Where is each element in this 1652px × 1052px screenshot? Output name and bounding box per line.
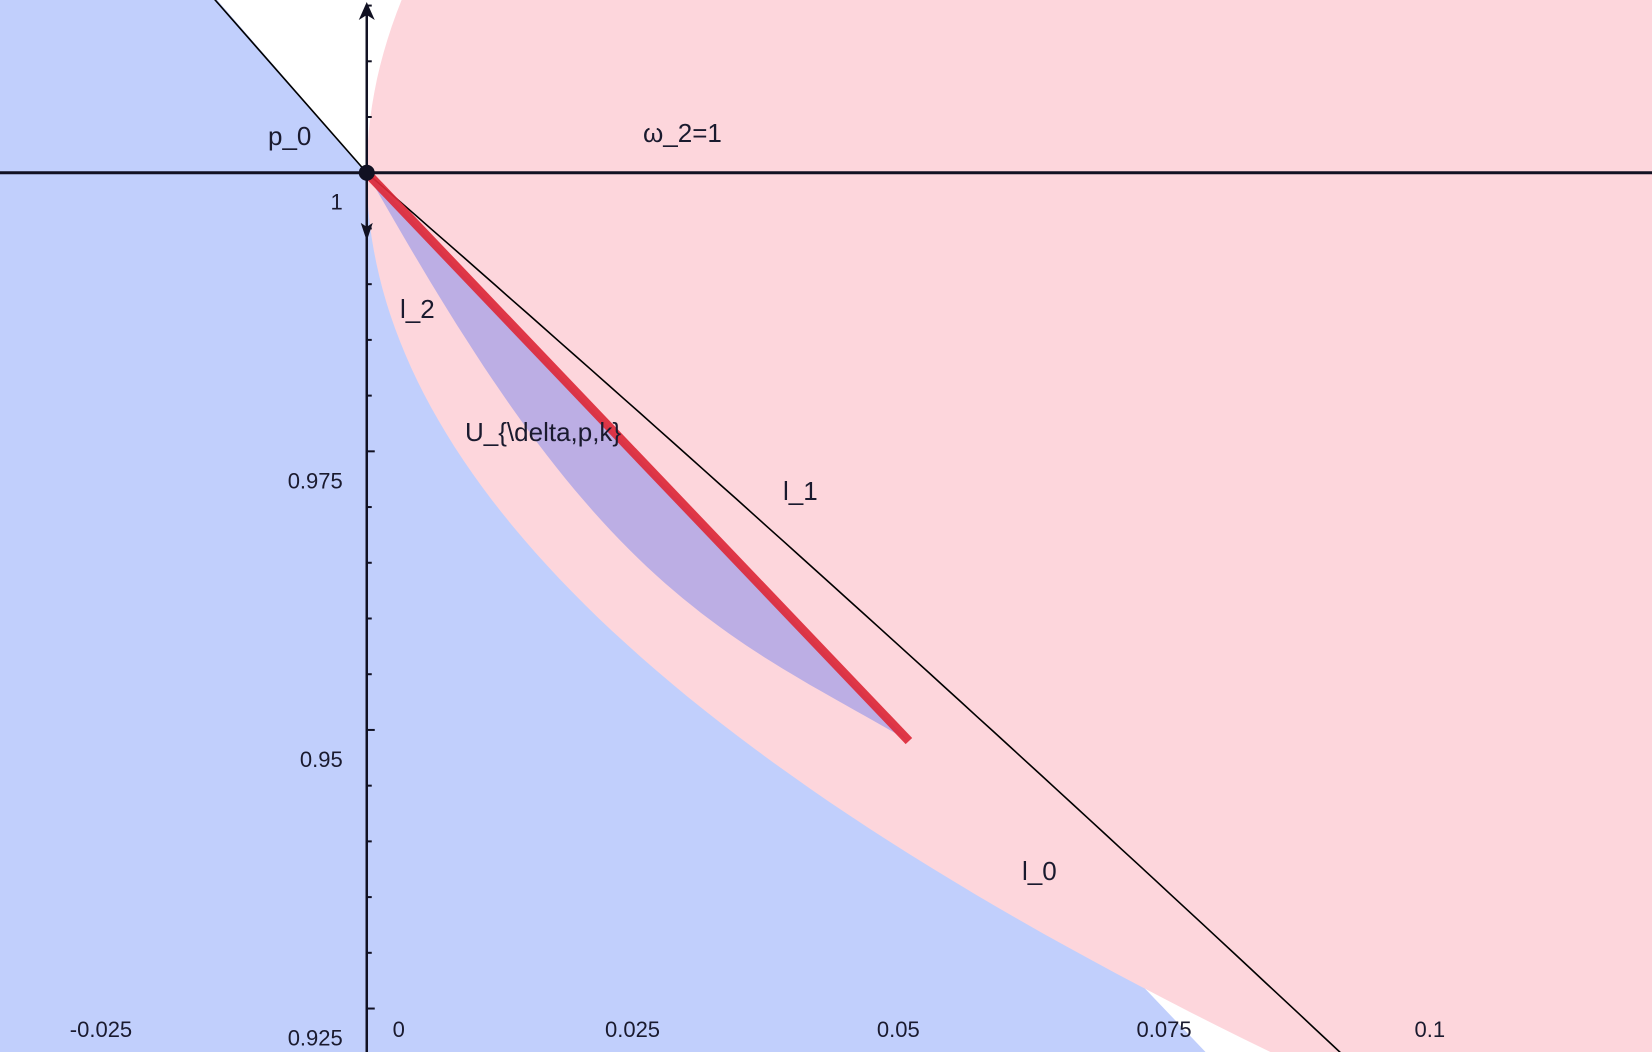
y-axis-arrow-icon <box>358 2 375 20</box>
label-l0: l_0 <box>1022 856 1057 886</box>
label-u-set: U_{\delta,p,k} <box>465 417 621 447</box>
red-segment <box>363 169 913 745</box>
x-tick-label: 0.05 <box>877 1017 920 1042</box>
y-tick-label: 0.975 <box>288 468 343 493</box>
labels: p_0 ω_2=1 l_2 U_{\delta,p,k} l_1 l_0 <box>268 118 1057 886</box>
y-tick-label: 0.95 <box>300 747 343 772</box>
point-p0 <box>358 164 375 181</box>
pink-region <box>366 0 1652 1052</box>
y-tick-label: 1 <box>331 190 343 215</box>
line-l1 <box>366 172 1341 1052</box>
label-l2: l_2 <box>400 294 435 324</box>
y-axis-down-arrow-icon <box>360 222 373 241</box>
x-tick-label: 0.025 <box>605 1017 660 1042</box>
y-tick-label: 0.925 <box>288 1026 343 1051</box>
line-l0 <box>214 0 368 174</box>
label-omega: ω_2=1 <box>643 118 722 148</box>
label-p0: p_0 <box>268 121 311 151</box>
x-tick-label: 0.1 <box>1415 1017 1446 1042</box>
y-axis-tick-labels: 1 0.975 0.95 0.925 <box>288 190 343 1051</box>
x-tick-label: 0 <box>393 1017 405 1042</box>
x-tick-label: 0.075 <box>1137 1017 1192 1042</box>
x-tick-label: -0.025 <box>70 1017 132 1042</box>
lines <box>214 0 1341 1052</box>
x-axis-tick-labels: -0.025 0 0.025 0.05 0.075 0.1 <box>70 1017 1445 1042</box>
label-l1: l_1 <box>783 476 818 506</box>
